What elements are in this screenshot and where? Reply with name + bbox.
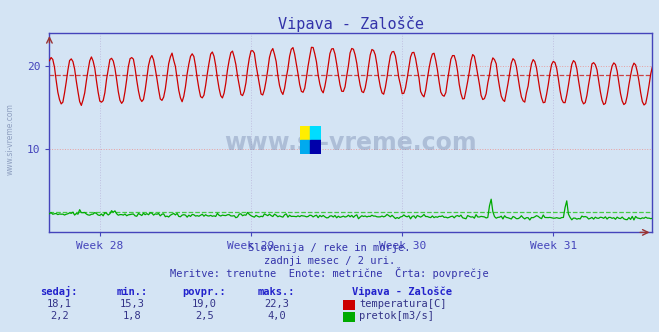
Text: 19,0: 19,0 — [192, 299, 217, 309]
Text: Slovenija / reke in morje.: Slovenija / reke in morje. — [248, 243, 411, 253]
Bar — [300, 140, 310, 154]
Text: min.:: min.: — [116, 288, 148, 297]
Text: sedaj:: sedaj: — [41, 287, 78, 297]
Text: maks.:: maks.: — [258, 288, 295, 297]
Text: Vipava - Zalošče: Vipava - Zalošče — [352, 287, 452, 297]
Bar — [300, 126, 310, 140]
Text: 18,1: 18,1 — [47, 299, 72, 309]
Text: pretok[m3/s]: pretok[m3/s] — [359, 311, 434, 321]
Bar — [310, 140, 321, 154]
Text: 15,3: 15,3 — [119, 299, 144, 309]
Text: 22,3: 22,3 — [264, 299, 289, 309]
Title: Vipava - Zalošče: Vipava - Zalošče — [278, 16, 424, 32]
Text: povpr.:: povpr.: — [183, 288, 226, 297]
Text: 2,5: 2,5 — [195, 311, 214, 321]
Text: 2,2: 2,2 — [50, 311, 69, 321]
Text: 4,0: 4,0 — [268, 311, 286, 321]
Text: www.si-vreme.com: www.si-vreme.com — [5, 104, 14, 175]
Text: 1,8: 1,8 — [123, 311, 141, 321]
Text: zadnji mesec / 2 uri.: zadnji mesec / 2 uri. — [264, 256, 395, 266]
Text: www.si-vreme.com: www.si-vreme.com — [225, 131, 477, 155]
Text: Meritve: trenutne  Enote: metrične  Črta: povprečje: Meritve: trenutne Enote: metrične Črta: … — [170, 267, 489, 279]
Text: temperatura[C]: temperatura[C] — [359, 299, 447, 309]
Bar — [310, 126, 321, 140]
